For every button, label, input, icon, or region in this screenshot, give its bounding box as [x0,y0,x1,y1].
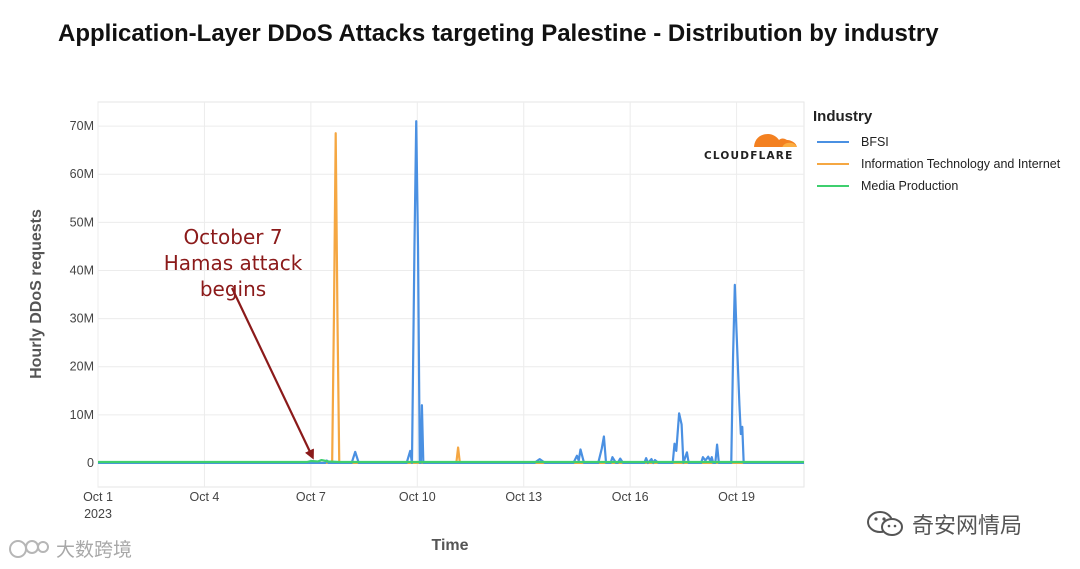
y-tick-label: 30M [70,312,94,326]
watermark-right: 奇安网情局 [866,508,1022,540]
x-tick-label: Oct 13 [505,490,542,504]
chart-title: Application-Layer DDoS Attacks targeting… [58,20,939,47]
watermark-logo-icon [9,539,49,558]
y-axis-label: Hourly DDoS requests [28,209,45,379]
x-tick-label: Oct 4 [189,490,219,504]
y-tick-label: 0 [87,456,94,470]
x-tick-label: Oct 10 [399,490,436,504]
y-tick-label: 50M [70,215,94,229]
cloud-icon [753,134,798,149]
legend-label-it: Information Technology and Internet [861,157,1061,171]
watermark-left-text: 大数跨境 [56,539,133,561]
legend-label-bfsi: BFSI [861,135,889,149]
cloudflare-logo: CLOUDFLARE [704,127,800,163]
series-lines [98,120,804,465]
legend-label-media: Media Production [861,179,959,193]
legend-title: Industry [813,108,873,125]
wechat-icon [867,511,903,536]
annotation-arrow [231,287,314,460]
y-tick-label: 40M [70,263,94,277]
x-tick-label: Oct 1 [83,490,113,504]
y-tick-label: 20M [70,360,94,374]
x-tick-label: Oct 19 [718,490,755,504]
legend-swatch-media [817,184,849,188]
x-tick-label: Oct 7 [296,490,326,504]
y-tick-label: 70M [70,119,94,133]
cloudflare-wordmark: CLOUDFLARE [704,150,794,162]
watermark-left: 大数跨境 [8,535,132,562]
x-axis-label: Time [431,537,468,554]
x-tick-label: Oct 16 [612,490,649,504]
watermark-right-text: 奇安网情局 [912,514,1023,539]
x-tick-sublabel: 2023 [84,507,112,521]
axis-ticks: 0 10M 20M 30M 40M 50M 60M 70M Oct 1 2023 Oct 4 Oct … [70,119,755,521]
legend-item-media[interactable]: Media Production [813,175,1060,197]
y-tick-label: 10M [70,408,94,422]
legend-swatch-it [817,162,849,166]
series-line-media-production [98,458,804,464]
legend-item-it[interactable]: Information Technology and Internet [813,153,1060,175]
annotation-arrow-group [231,287,314,460]
y-tick-label: 60M [70,167,94,181]
legend-swatch-bfsi [817,140,849,144]
annotation-line-1: October 7 [183,225,283,249]
annotation-text: October 7 Hamas attack begins [128,224,338,302]
legend-item-bfsi[interactable]: BFSI [813,131,1060,153]
legend: Industry BFSI Information Technology and… [813,108,1060,197]
annotation-line-2: Hamas attack begins [163,251,303,301]
